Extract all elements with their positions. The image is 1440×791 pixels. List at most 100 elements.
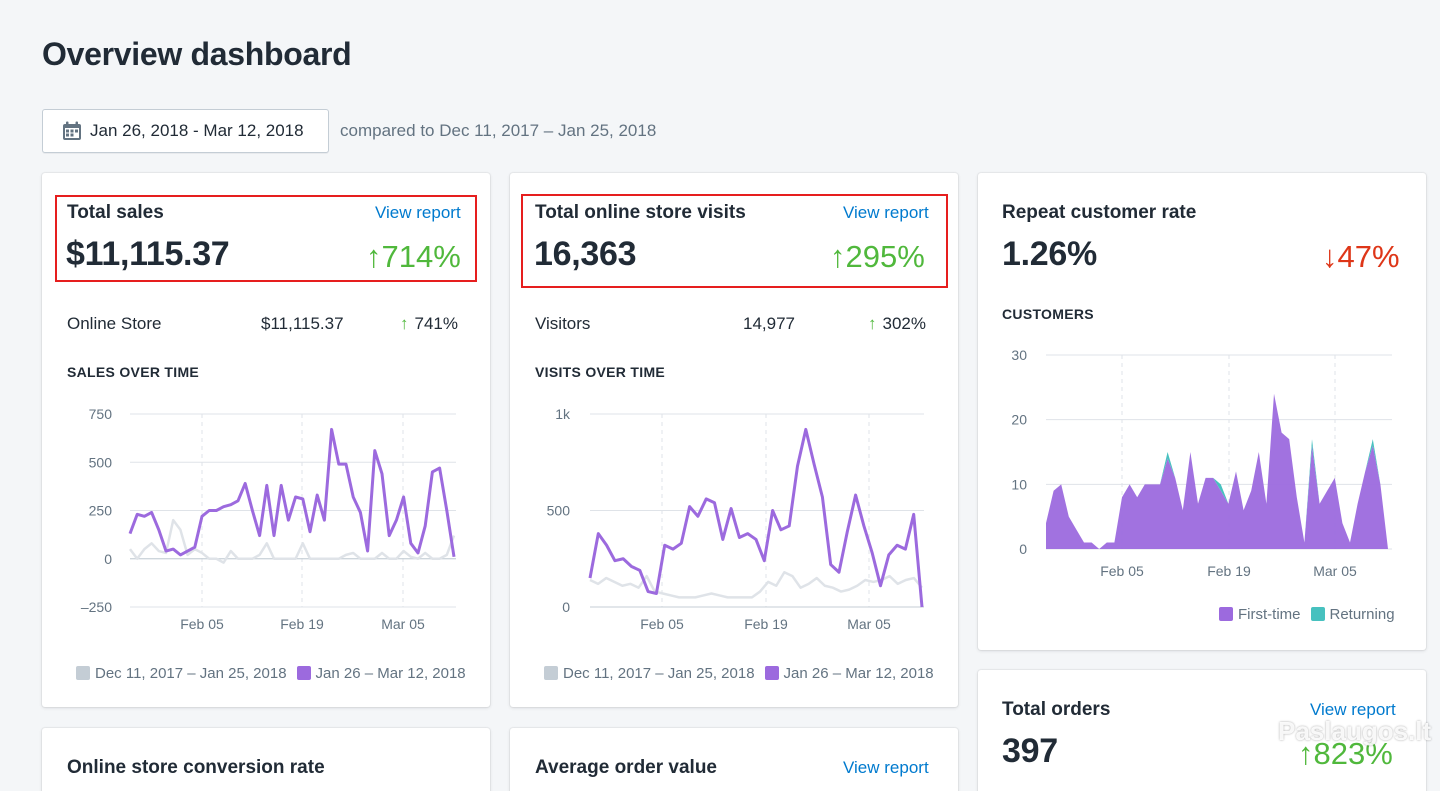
- line-series-current: [588, 427, 924, 608]
- date-range-button[interactable]: Jan 26, 2018 - Mar 12, 2018: [42, 109, 329, 153]
- total-orders-value: 397: [1002, 732, 1058, 770]
- legend-item-current: Jan 26 – Mar 12, 2018: [764, 665, 934, 682]
- arrow-up-icon: ↑: [366, 239, 382, 274]
- total-orders-card: Total orders View report 397 ↑823%: [978, 670, 1426, 791]
- sales-over-time-chart: 750 500 250 0 –250 Feb 05 Feb 19 Mar 05: [81, 406, 456, 632]
- x-tick-label: Feb 05: [1100, 563, 1144, 579]
- legend-label: Dec 11, 2017 – Jan 25, 2018: [563, 665, 755, 682]
- y-tick-label: 500: [89, 454, 113, 470]
- swatch-current: [764, 666, 779, 680]
- view-report-link[interactable]: View report: [375, 203, 461, 222]
- line-series-previous: [128, 518, 456, 564]
- channel-delta-value: 741%: [414, 314, 458, 333]
- visitors-value: 14,977: [743, 314, 795, 333]
- x-tick-label: Feb 19: [280, 616, 324, 632]
- x-tick-label: Feb 19: [1207, 563, 1251, 579]
- legend-label: Returning: [1329, 606, 1395, 623]
- channel-label: Online Store: [67, 314, 162, 333]
- section-heading: SALES OVER TIME: [67, 364, 200, 380]
- card-title: Total online store visits: [535, 202, 746, 223]
- card-title: Average order value: [535, 757, 717, 778]
- legend-item-previous: Dec 11, 2017 – Jan 25, 2018: [544, 665, 755, 682]
- legend-label: Jan 26 – Mar 12, 2018: [315, 665, 466, 682]
- repeat-rate-value: 1.26%: [1002, 235, 1097, 273]
- delta-value: 714%: [381, 239, 461, 274]
- x-tick-label: Feb 05: [180, 616, 224, 632]
- arrow-up-icon: ↑: [1298, 736, 1314, 771]
- repeat-rate-delta: ↓47%: [1322, 239, 1400, 275]
- y-tick-label: 20: [1011, 412, 1027, 428]
- channel-value: $11,115.37: [261, 314, 344, 333]
- card-title: Repeat customer rate: [1002, 202, 1197, 223]
- line-series-current: [128, 427, 456, 558]
- total-sales-value: $11,115.37: [66, 235, 230, 273]
- average-order-value-card: Average order value View report: [510, 728, 958, 791]
- view-report-link[interactable]: View report: [1310, 700, 1396, 719]
- visitors-delta-value: 302%: [882, 314, 926, 333]
- compare-range-text: compared to Dec 11, 2017 – Jan 25, 2018: [340, 121, 657, 140]
- visits-over-time-chart: 1k 500 0 Feb 05 Feb 19 Mar 05: [547, 406, 924, 632]
- page-title: Overview dashboard: [42, 36, 352, 72]
- y-tick-label: 750: [89, 406, 113, 422]
- total-sales-card: Total sales View report $11,115.37 ↑714%…: [42, 173, 490, 707]
- swatch-returning: [1310, 607, 1325, 621]
- delta-value: 823%: [1313, 736, 1393, 771]
- y-tick-label: 500: [547, 503, 571, 519]
- delta-value: 47%: [1337, 239, 1400, 274]
- legend-label: Jan 26 – Mar 12, 2018: [783, 665, 934, 682]
- visits-delta: ↑295%: [830, 239, 925, 275]
- arrow-up-icon: ↑: [400, 314, 409, 333]
- visits-card: Total online store visits View report 16…: [510, 173, 958, 707]
- y-tick-label: 0: [1019, 541, 1027, 557]
- x-tick-label: Feb 19: [744, 616, 788, 632]
- y-tick-label: 250: [89, 503, 113, 519]
- x-tick-label: Mar 05: [1313, 563, 1357, 579]
- chart-legend: Dec 11, 2017 – Jan 25, 2018 Jan 26 – Mar…: [76, 665, 466, 682]
- area-series-first-time: [1046, 393, 1388, 549]
- legend-label: Dec 11, 2017 – Jan 25, 2018: [95, 665, 287, 682]
- channel-delta: ↑ 741%: [400, 314, 458, 334]
- line-series-previous: [589, 571, 923, 599]
- swatch-current: [296, 666, 311, 680]
- customers-chart: 30 20 10 0 Feb 05 Feb 19 Mar 05: [1011, 347, 1392, 579]
- chart-legend: Dec 11, 2017 – Jan 25, 2018 Jan 26 – Mar…: [544, 665, 934, 682]
- date-range-label: Jan 26, 2018 - Mar 12, 2018: [90, 121, 304, 140]
- watermark-logo: Paslaugos.lt: [1278, 716, 1432, 746]
- y-tick-label: 0: [562, 599, 570, 615]
- total-sales-delta: ↑714%: [366, 239, 461, 275]
- y-tick-label: 10: [1011, 476, 1027, 492]
- card-title: Total sales: [67, 202, 164, 223]
- swatch-previous: [76, 666, 90, 680]
- section-heading: CUSTOMERS: [1002, 306, 1094, 322]
- view-report-link[interactable]: View report: [843, 203, 929, 222]
- x-tick-label: Mar 05: [847, 616, 891, 632]
- legend-item-returning: Returning: [1310, 606, 1395, 623]
- card-title: Online store conversion rate: [67, 757, 325, 778]
- calendar-icon: [63, 121, 81, 140]
- arrow-up-icon: ↑: [868, 314, 877, 333]
- chart-legend: First-time Returning: [1219, 606, 1395, 623]
- conversion-rate-card: Online store conversion rate: [42, 728, 490, 791]
- legend-item-previous: Dec 11, 2017 – Jan 25, 2018: [76, 665, 287, 682]
- visits-value: 16,363: [534, 235, 637, 273]
- y-tick-label: 1k: [555, 406, 571, 422]
- swatch-previous: [544, 666, 558, 680]
- swatch-first-time: [1219, 607, 1233, 621]
- section-heading: VISITS OVER TIME: [535, 364, 666, 380]
- legend-item-current: Jan 26 – Mar 12, 2018: [296, 665, 466, 682]
- legend-label: First-time: [1238, 606, 1301, 623]
- total-orders-delta: ↑823%: [1298, 736, 1393, 772]
- x-tick-label: Feb 05: [640, 616, 684, 632]
- visitors-delta: ↑ 302%: [868, 314, 926, 334]
- legend-item-first-time: First-time: [1219, 606, 1301, 623]
- card-title: Total orders: [1002, 699, 1111, 720]
- repeat-customer-card: Repeat customer rate 1.26% ↓47% CUSTOMER…: [978, 173, 1426, 650]
- y-tick-label: 0: [104, 551, 112, 567]
- view-report-link[interactable]: View report: [843, 758, 929, 777]
- y-tick-label: 30: [1011, 347, 1027, 363]
- visitors-label: Visitors: [535, 314, 591, 333]
- y-tick-label: –250: [81, 599, 112, 615]
- x-tick-label: Mar 05: [381, 616, 425, 632]
- arrow-up-icon: ↑: [830, 239, 846, 274]
- delta-value: 295%: [845, 239, 925, 274]
